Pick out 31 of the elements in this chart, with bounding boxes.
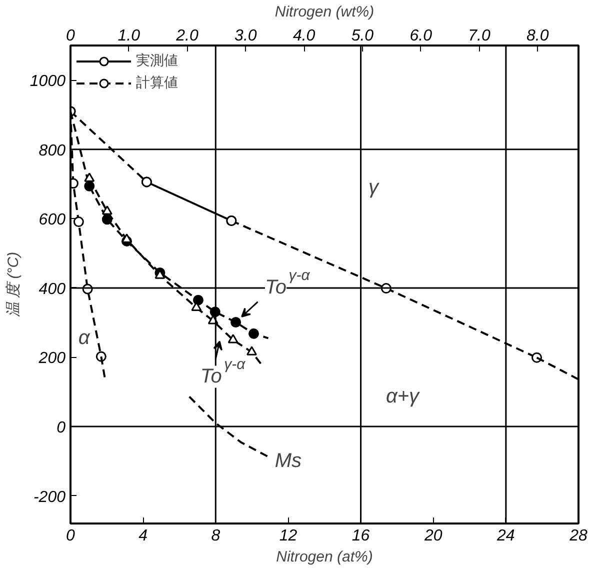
y-tick-label: 400 — [38, 280, 66, 298]
x-tick-label: 24 — [496, 528, 515, 544]
x-tick-label: 8 — [211, 528, 220, 544]
x2-tick-label: 3.0 — [234, 28, 257, 44]
annotation: γ — [368, 176, 380, 199]
x-tick-label: 12 — [279, 528, 298, 544]
x2-tick-label: 2.0 — [175, 28, 199, 44]
x2-axis-title: Nitrogen (wt%) — [274, 4, 374, 20]
y-tick-label: -200 — [33, 488, 66, 506]
legend-label: 計算値 — [136, 74, 178, 92]
x2-tick-label: 4.0 — [292, 28, 316, 44]
x-axis-title: Nitrogen (at%) — [276, 548, 373, 566]
x2-tick-label: 5.0 — [351, 28, 374, 44]
y-tick-label: 0 — [56, 420, 66, 437]
annotation: Ms — [274, 450, 302, 472]
x-tick-label: 4 — [138, 528, 148, 544]
legend-label: 実測値 — [136, 52, 178, 70]
annotation: α+γ — [386, 386, 420, 408]
y-tick-label: 200 — [38, 350, 66, 368]
y-tick-label: 800 — [38, 142, 66, 160]
y-axis-title: 温 度 (°C) — [4, 252, 22, 318]
x2-tick-label: 8.0 — [526, 28, 549, 44]
x2-tick-label: 1.0 — [118, 28, 140, 44]
y-tick-label: 600 — [38, 212, 66, 229]
y-tick-label: 1000 — [30, 73, 66, 90]
x2-tick-label: 7.0 — [468, 28, 490, 44]
x-tick-label: 20 — [423, 528, 442, 544]
x-tick-label: 28 — [568, 528, 588, 544]
x2-tick-label: 6.0 — [410, 28, 432, 44]
annotation: α — [78, 327, 90, 350]
x-tick-label: 16 — [352, 528, 370, 544]
